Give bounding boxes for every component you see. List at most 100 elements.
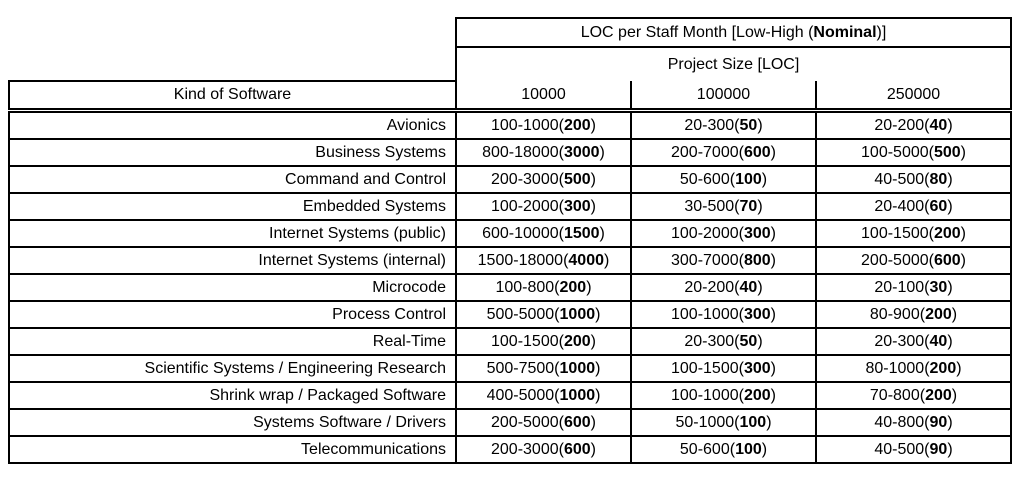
kind-of-software-cell: Internet Systems (public) (8, 219, 457, 248)
loc-range-cell: 50-600(100) (630, 435, 817, 464)
nominal-value: 1000 (559, 386, 596, 404)
kind-of-software-header: Kind of Software (8, 80, 457, 113)
project-size-row: Project Size [LOC] (9, 47, 1013, 81)
column-header-row: Kind of Software 10000 100000 250000 (8, 80, 1013, 113)
table-row: Process Control 500-5000(1000) 100-1000(30… (8, 300, 1013, 329)
nominal-value: 40 (739, 278, 758, 296)
table-row: Systems Software / Drivers 200-5000(600) 5… (8, 408, 1013, 437)
table-title: LOC per Staff Month [Low-High (Nominal)] (454, 17, 1013, 48)
nominal-value: 600 (743, 143, 771, 161)
nominal-value: 90 (929, 413, 948, 431)
nominal-value: 60 (929, 197, 948, 215)
nominal-value: 80 (929, 170, 948, 188)
kind-of-software-cell: Shrink wrap / Packaged Software (8, 381, 457, 410)
kind-of-software-cell: Embedded Systems (8, 192, 457, 221)
blank-cell (9, 18, 456, 47)
table-title-row: LOC per Staff Month [Low-High (Nominal)] (9, 17, 1013, 48)
loc-range-cell: 50-1000(100) (630, 408, 817, 437)
size-column-header-250000: 250000 (814, 81, 1013, 113)
nominal-value: 70 (739, 197, 758, 215)
loc-range-cell: 50-600(100) (630, 165, 817, 194)
kind-of-software-cell: Microcode (8, 273, 457, 302)
table-row: Microcode 100-800(200) 20-200(40) 20-100(30… (8, 273, 1013, 302)
nominal-value: 1000 (559, 305, 596, 323)
loc-range-cell: 40-500(80) (814, 165, 1013, 194)
nominal-value: 200 (925, 386, 952, 404)
loc-range-cell: 30-500(70) (630, 192, 817, 221)
table-row: Scientific Systems / Engineering Researc… (8, 354, 1013, 383)
loc-range-cell: 70-800(200) (814, 381, 1013, 410)
loc-range-cell: 800-18000(3000) (455, 138, 632, 167)
nominal-value: 200 (563, 116, 591, 134)
nominal-value: 50 (739, 332, 758, 350)
loc-range-cell: 80-900(200) (814, 300, 1013, 329)
table-body: Avionics 100-1000(200) 20-300(50) 20-200(40… (8, 109, 1013, 464)
nominal-value: 200 (933, 224, 961, 242)
loc-range-cell: 1500-18000(4000) (455, 246, 632, 275)
loc-range-cell: 100-2000(300) (630, 219, 817, 248)
nominal-value: 800 (743, 251, 771, 269)
table-row: Command and Control 200-3000(500) 50-600(1… (8, 165, 1013, 194)
nominal-value: 90 (929, 440, 948, 458)
nominal-value: 40 (929, 116, 948, 134)
loc-range-cell: 500-5000(1000) (455, 300, 632, 329)
table-row: Embedded Systems 100-2000(300) 30-500(70) 2… (8, 192, 1013, 221)
loc-range-cell: 20-300(40) (814, 327, 1013, 356)
nominal-value: 300 (743, 359, 771, 377)
loc-range-cell: 200-3000(500) (455, 165, 632, 194)
kind-of-software-cell: Systems Software / Drivers (8, 408, 457, 437)
kind-of-software-cell: Internet Systems (internal) (8, 246, 457, 275)
nominal-value: 600 (933, 251, 961, 269)
table-row: Internet Systems (internal) 1500-18000(40… (8, 246, 1013, 275)
nominal-value: 200 (559, 278, 587, 296)
loc-range-cell: 20-300(50) (630, 109, 817, 140)
loc-range-cell: 20-400(60) (814, 192, 1013, 221)
nominal-value: 300 (743, 305, 771, 323)
kind-of-software-cell: Command and Control (8, 165, 457, 194)
loc-range-cell: 200-3000(600) (455, 435, 632, 464)
nominal-value: 200 (925, 305, 952, 323)
loc-range-cell: 20-200(40) (814, 109, 1013, 140)
loc-range-cell: 200-5000(600) (455, 408, 632, 437)
nominal-value: 30 (929, 278, 948, 296)
table-row: Telecommunications 200-3000(600) 50-600(10… (8, 435, 1013, 464)
nominal-value: 100 (739, 413, 767, 431)
nominal-value: 50 (739, 116, 758, 134)
loc-range-cell: 300-7000(800) (630, 246, 817, 275)
size-column-header-100000: 100000 (630, 81, 817, 113)
loc-range-cell: 400-5000(1000) (455, 381, 632, 410)
kind-of-software-cell: Process Control (8, 300, 457, 329)
table-row: Real-Time 100-1500(200) 20-300(50) 20-300(4… (8, 327, 1013, 356)
size-column-header-10000: 10000 (455, 81, 632, 113)
nominal-value: 300 (563, 197, 591, 215)
title-text-prefix: LOC per Staff Month [Low-High ( (580, 23, 814, 41)
nominal-value: 3000 (563, 143, 600, 161)
blank-cell (9, 47, 456, 81)
loc-range-cell: 100-1500(200) (455, 327, 632, 356)
loc-range-cell: 100-2000(300) (455, 192, 632, 221)
loc-per-staff-month-table: LOC per Staff Month [Low-High (Nominal)]… (8, 17, 1013, 464)
loc-range-cell: 100-1000(200) (630, 381, 817, 410)
nominal-value: 100 (735, 440, 762, 458)
title-text-suffix: )] (876, 23, 887, 41)
kind-of-software-cell: Avionics (8, 109, 457, 140)
title-text-bold: Nominal (813, 23, 877, 41)
loc-range-cell: 200-7000(600) (630, 138, 817, 167)
nominal-value: 300 (743, 224, 771, 242)
kind-of-software-cell: Telecommunications (8, 435, 457, 464)
loc-range-cell: 20-200(40) (630, 273, 817, 302)
nominal-value: 1500 (563, 224, 600, 242)
loc-range-cell: 100-1000(300) (630, 300, 817, 329)
loc-range-cell: 40-500(90) (814, 435, 1013, 464)
loc-range-cell: 100-1500(200) (814, 219, 1013, 248)
loc-range-cell: 500-7500(1000) (455, 354, 632, 383)
nominal-value: 500 (563, 170, 591, 188)
nominal-value: 600 (563, 413, 591, 431)
table-row: Internet Systems (public) 600-10000(1500)… (8, 219, 1013, 248)
loc-range-cell: 20-100(30) (814, 273, 1013, 302)
loc-range-cell: 40-800(90) (814, 408, 1013, 437)
project-size-header: Project Size [LOC] (454, 47, 1013, 81)
nominal-value: 100 (735, 170, 762, 188)
nominal-value: 4000 (568, 251, 604, 269)
loc-range-cell: 100-5000(500) (814, 138, 1013, 167)
